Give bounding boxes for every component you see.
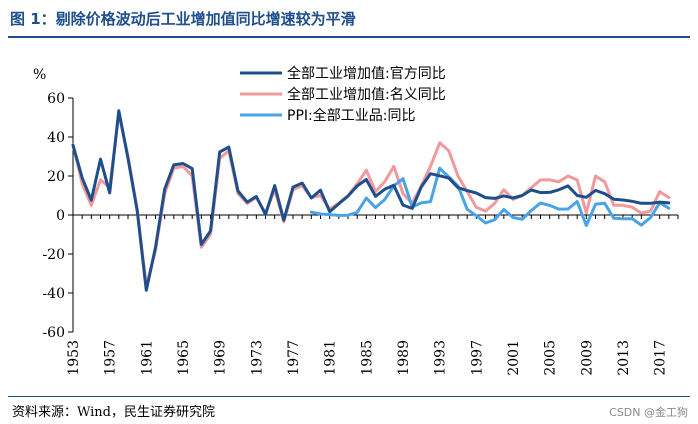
y-tick-label: -20 xyxy=(42,247,65,263)
x-tick-label: 1969 xyxy=(213,340,229,376)
series-line xyxy=(309,166,671,227)
x-tick-label: 1961 xyxy=(139,340,155,376)
y-tick-label: 20 xyxy=(47,169,65,185)
x-tick-label: 1993 xyxy=(433,340,449,376)
x-tick-label: 2001 xyxy=(506,340,522,376)
plot-lines xyxy=(71,109,671,292)
x-tick-label: 1985 xyxy=(359,340,375,376)
x-tick-label: 2013 xyxy=(616,340,632,376)
line-chart: 60 40 20 0 -20 -40 -60 1953 1957 1961 1965 1969 197… xyxy=(33,65,679,376)
y-tick-label: -60 xyxy=(42,325,65,341)
legend-label: 全部工业增加值:名义同比 xyxy=(287,86,446,103)
x-tick-label: 1989 xyxy=(396,340,412,376)
series-line xyxy=(71,109,671,292)
y-axis-unit-label: % xyxy=(33,67,46,83)
x-axis: 1953 1957 1961 1965 1969 1973 1977 1981 1985 1989… xyxy=(66,214,679,376)
y-tick-label: 40 xyxy=(47,130,65,146)
y-axis: 60 40 20 0 -20 -40 -60 xyxy=(42,91,74,341)
x-tick-label: 2005 xyxy=(543,340,559,376)
source-divider xyxy=(8,396,690,397)
source-note: 资料来源：Wind，民生证券研究院 xyxy=(12,405,215,420)
legend-label: PPI:全部工业品:同比 xyxy=(287,107,415,124)
x-tick-label: 1997 xyxy=(469,340,485,376)
x-tick-label: 1965 xyxy=(176,340,192,376)
x-tick-label: 1977 xyxy=(286,340,302,376)
x-tick-label: 1957 xyxy=(103,340,119,376)
y-tick-label: -40 xyxy=(42,286,65,302)
x-tick-label: 2009 xyxy=(579,340,595,376)
legend-label: 全部工业增加值:官方同比 xyxy=(287,65,446,82)
watermark: CSDN @金工狗 xyxy=(609,406,688,419)
title-divider xyxy=(8,36,690,38)
y-tick-label: 60 xyxy=(47,91,65,107)
figure-title: 图 1：剔除价格波动后工业增加值同比增速较为平滑 xyxy=(10,10,356,28)
x-tick-label: 1953 xyxy=(66,340,82,376)
y-tick-label: 0 xyxy=(56,208,65,224)
x-tick-label: 2017 xyxy=(653,340,669,376)
x-tick-label: 1973 xyxy=(249,340,265,376)
x-tick-label: 1981 xyxy=(323,340,339,376)
